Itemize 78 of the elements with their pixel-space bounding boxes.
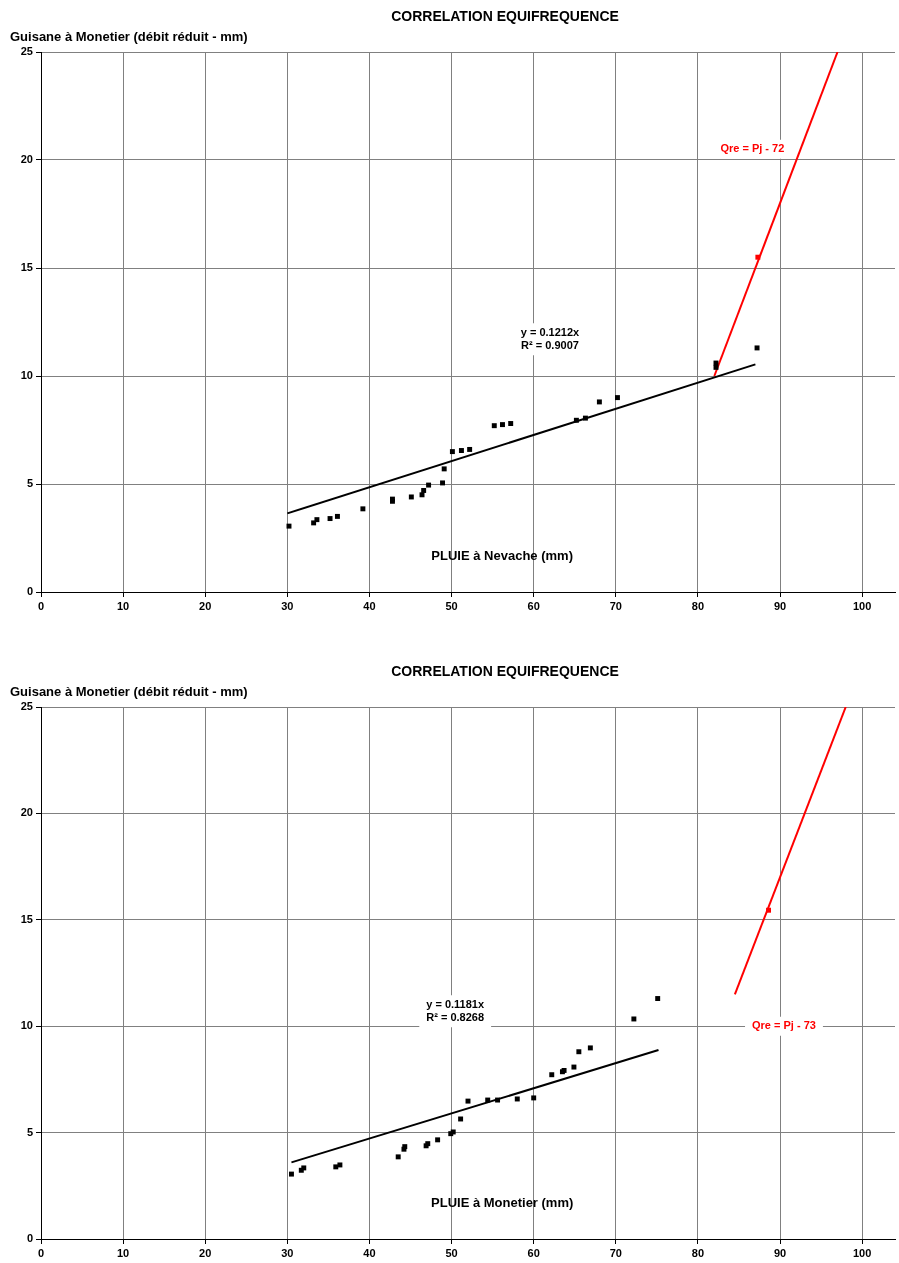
x-tick-label: 30	[281, 599, 294, 612]
x-tick-label: 20	[199, 1246, 212, 1259]
annotation: y = 0.1181x R² = 0.8268	[426, 997, 485, 1023]
x-tick-label: 60	[527, 599, 540, 612]
point	[421, 488, 427, 493]
point	[754, 345, 760, 351]
annotation: Qre = Pj - 72	[720, 142, 785, 155]
x-tick-label: 100	[852, 599, 872, 612]
x-tick-label: 90	[773, 599, 787, 612]
y-tick-label: 15	[20, 912, 33, 925]
point	[596, 399, 602, 405]
x-tick-label: 10	[116, 1246, 130, 1259]
annotation: Qre = Pj - 73	[752, 1019, 816, 1032]
point	[458, 448, 464, 453]
x-tick-label: 70	[609, 599, 622, 612]
point	[288, 1171, 294, 1177]
x-axis-title: PLUIE à Nevache (mm)	[431, 547, 573, 563]
point	[573, 417, 579, 423]
x-tick-label: 40	[363, 1246, 376, 1259]
point	[334, 513, 340, 519]
y-tick-label: 15	[20, 261, 33, 274]
point	[576, 1049, 582, 1055]
point	[571, 1064, 577, 1070]
x-tick-label: 100	[852, 1246, 872, 1259]
x-tick-label: 50	[445, 599, 458, 612]
y-axis-title: Guisane à Monetier (débit réduit - mm)	[10, 28, 248, 44]
point	[531, 1095, 537, 1101]
point	[755, 254, 761, 260]
y-tick-label: 10	[20, 369, 33, 382]
x-tick-label: 60	[527, 1246, 540, 1259]
x-tick-label: 90	[773, 1246, 787, 1259]
y-tick-label: 10	[20, 1019, 33, 1032]
x-tick-label: 40	[363, 599, 376, 612]
annotation: y = 0.1212x R² = 0.9007	[520, 325, 581, 351]
point	[655, 996, 661, 1002]
point	[426, 482, 432, 488]
x-tick-label: 30	[281, 1246, 294, 1259]
point	[449, 449, 455, 455]
point	[441, 466, 447, 472]
x-axis-title: PLUIE à Monetier (mm)	[431, 1194, 574, 1210]
x-tick-label: 20	[199, 599, 212, 612]
point	[614, 395, 620, 401]
x-tick-label: 10	[116, 599, 130, 612]
x-tick-label: 0	[37, 599, 45, 612]
chart-title: CORRELATION EQUIFREQUENCE	[391, 662, 619, 679]
y-tick-label: 0	[26, 1232, 33, 1245]
point	[631, 1016, 637, 1022]
y-tick-label: 5	[26, 1125, 33, 1138]
point	[327, 516, 333, 522]
x-tick-label: 0	[37, 1246, 45, 1259]
point	[435, 1137, 441, 1143]
point	[485, 1097, 491, 1103]
y-tick-label: 20	[20, 153, 33, 166]
x-tick-label: 80	[691, 599, 705, 612]
y-tick-label: 25	[20, 700, 33, 713]
y-tick-label: 20	[20, 806, 33, 819]
point	[360, 506, 366, 512]
point	[587, 1045, 593, 1051]
point	[766, 907, 772, 913]
point	[491, 423, 497, 429]
x-tick-label: 80	[691, 1246, 705, 1259]
x-tick-label: 50	[445, 1246, 458, 1259]
point	[395, 1154, 401, 1160]
point	[495, 1097, 501, 1103]
y-tick-label: 25	[20, 45, 33, 58]
y-axis-title: Guisane à Monetier (débit réduit - mm)	[10, 683, 248, 699]
point	[500, 422, 505, 428]
point	[408, 494, 414, 500]
point	[549, 1072, 555, 1078]
chart-title: CORRELATION EQUIFREQUENCE	[391, 7, 619, 24]
y-tick-label: 0	[26, 585, 33, 598]
y-tick-label: 5	[26, 477, 33, 490]
point	[508, 421, 514, 426]
x-tick-label: 70	[609, 1246, 622, 1259]
point	[440, 480, 446, 486]
point	[467, 446, 473, 452]
point	[337, 1162, 343, 1168]
point	[582, 415, 588, 421]
